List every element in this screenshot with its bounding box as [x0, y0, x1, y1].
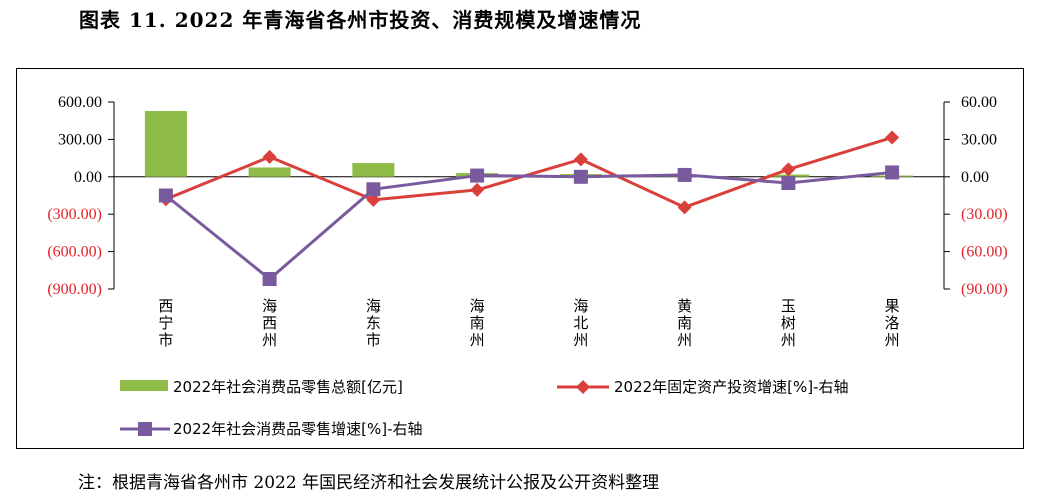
legend-marker-retail-growth: [138, 422, 152, 436]
point-retail-growth: [158, 188, 173, 203]
left-tick-label: (600.00): [47, 244, 102, 261]
category-label: 海南州: [470, 297, 485, 349]
category-label: 西宁市: [158, 297, 173, 349]
point-retail-growth: [366, 182, 381, 197]
category-label: 海北州: [573, 297, 588, 349]
figure-title: 图表 11. 2022 年青海省各州市投资、消费规模及增速情况: [79, 8, 642, 32]
source-note: 注：根据青海省各州市 2022 年国民经济和社会发展统计公报及公开资料整理: [78, 473, 660, 493]
point-investment-growth: [781, 162, 796, 177]
right-tick-label: 60.00: [961, 94, 997, 111]
chart: 600.00 300.00 0.00 (300.00) (600.00) (900.00)…: [47, 94, 1008, 438]
right-tick-label: (30.00): [961, 206, 1008, 223]
bar-retail-sales: [144, 110, 187, 177]
bar-retail-sales: [352, 163, 395, 177]
left-tick-label: 0.00: [74, 169, 102, 186]
category-label: 海东市: [366, 297, 381, 349]
point-investment-growth: [885, 130, 900, 145]
point-investment-growth: [677, 200, 692, 215]
line-investment-growth: [165, 136, 893, 209]
point-retail-growth: [885, 165, 900, 180]
category-label: 玉树州: [781, 297, 796, 349]
bar-retail-sales: [248, 167, 291, 177]
point-investment-growth: [262, 149, 277, 164]
right-tick-label: 30.00: [961, 131, 997, 148]
category-label: 果洛州: [885, 297, 900, 349]
line-retail-growth: [164, 170, 893, 281]
left-tick-label: (900.00): [47, 281, 102, 298]
point-retail-growth: [573, 169, 588, 184]
point-retail-growth: [470, 168, 485, 183]
right-tick-label: 0.00: [961, 169, 989, 186]
left-tick-label: (300.00): [47, 206, 102, 223]
legend-label-bar: 2022年社会消费品零售总额[亿元]: [173, 378, 403, 396]
point-investment-growth: [470, 182, 485, 197]
point-retail-growth: [262, 272, 277, 287]
category-label: 黄南州: [677, 297, 692, 349]
left-tick-label: 300.00: [58, 131, 102, 148]
category-label: 海西州: [262, 297, 277, 349]
legend-label-retail-growth: 2022年社会消费品零售增速[%]-右轴: [173, 420, 423, 438]
point-investment-growth: [366, 192, 381, 207]
legend-label-investment: 2022年固定资产投资增速[%]-右轴: [614, 378, 849, 396]
right-tick-label: (90.00): [961, 281, 1008, 298]
chart-frame: 600.00 300.00 0.00 (300.00) (600.00) (900.00)…: [16, 68, 1024, 449]
point-retail-growth: [677, 167, 692, 182]
point-retail-growth: [781, 176, 796, 191]
point-investment-growth: [573, 152, 588, 167]
legend-marker-investment: [576, 380, 590, 394]
left-tick-label: 600.00: [58, 94, 102, 111]
right-tick-label: (60.00): [961, 244, 1008, 261]
legend-swatch-bar: [120, 380, 168, 391]
